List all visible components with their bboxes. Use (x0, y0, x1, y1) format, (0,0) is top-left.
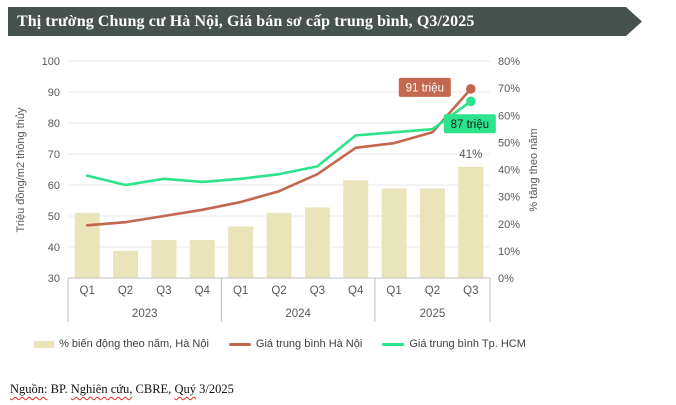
right-axis-title: % tăng theo năm (528, 128, 540, 211)
callout-label: 87 triệu (451, 119, 489, 131)
bar-q2 (419, 188, 445, 278)
chart-legend: % biến động theo năm, Hà Nội Giá trung b… (0, 334, 560, 354)
quarter-label: Q1 (386, 285, 401, 297)
right-axis-tick: 40% (498, 165, 520, 177)
bar-q2 (266, 212, 292, 278)
bar-q4 (189, 240, 215, 278)
left-axis-tick: 80 (48, 118, 60, 130)
left-axis-tick: 30 (48, 273, 60, 285)
quarter-label: Q2 (271, 285, 286, 297)
page-title: Thị trường Chung cư Hà Nội, Giá bán sơ c… (17, 12, 475, 30)
quarter-label: Q2 (118, 285, 133, 297)
right-axis-tick: 10% (498, 246, 520, 258)
year-label: 2025 (420, 308, 446, 320)
quarter-label: Q3 (463, 285, 478, 297)
bar-q3 (304, 207, 330, 278)
bar-q1 (381, 188, 407, 278)
source-note-segment: 3/2025 (195, 382, 234, 396)
legend-item-hanoi-price: Giá trung bình Hà Nội (228, 338, 363, 350)
source-note-segment: Quý (174, 382, 196, 396)
year-label: 2023 (132, 308, 158, 320)
legend-label: Giá trung bình Tp. HCM (409, 338, 526, 350)
right-axis-tick: 80% (498, 56, 520, 68)
left-axis-tick: 70 (48, 149, 60, 161)
line-swatch-icon (228, 342, 251, 346)
source-note: Nguồn: BP. Nghiên cứu, CBRE, Quý 3/2025 (10, 382, 234, 397)
hcm-price-line-end-marker (466, 96, 476, 107)
slide-title-banner: Thị trường Chung cư Hà Nội, Giá bán sơ c… (8, 7, 642, 36)
callout-label: 91 triệu (406, 82, 444, 94)
right-axis-tick: 60% (498, 110, 520, 122)
source-note-segment: CBRE, (132, 382, 175, 396)
hanoi-price-line (85, 87, 473, 227)
left-axis-tick: 60 (48, 180, 60, 192)
left-axis-title: Triệu đồng/m2 thông thủy (15, 107, 27, 232)
hanoi-price-callout (398, 77, 451, 97)
left-axis-tick: 40 (48, 242, 60, 254)
quarter-label: Q3 (310, 285, 325, 297)
quarter-label: Q1 (80, 285, 95, 297)
legend-label: Giá trung bình Hà Nội (255, 338, 363, 350)
right-axis-tick: 50% (498, 137, 520, 149)
legend-label: % biến động theo năm, Hà Nội (59, 338, 209, 350)
bar-swatch-icon (34, 340, 55, 348)
bar-q1 (228, 226, 254, 278)
quarter-label: Q3 (156, 285, 171, 297)
source-note-segment: Nguồn: (10, 382, 48, 396)
quarter-label: Q4 (195, 285, 211, 297)
quarter-label: Q1 (233, 285, 248, 297)
left-axis-tick: 90 (48, 87, 60, 99)
right-axis-tick: 0% (498, 273, 514, 285)
hanoi-price-line-end-marker (466, 84, 476, 94)
hcm-price-callout (443, 114, 496, 134)
quarter-label: Q4 (348, 285, 364, 297)
source-note-segment: Nghiên cứu, (70, 382, 133, 396)
source-note-segment: BP. (47, 382, 71, 396)
legend-item-hcm-price: Giá trung bình Tp. HCM (382, 338, 526, 350)
line-swatch-icon (382, 342, 405, 346)
quarter-label: Q2 (425, 285, 440, 297)
bar-value-label: 41% (459, 149, 482, 161)
bar-q1 (74, 212, 100, 278)
left-axis-tick: 100 (42, 56, 60, 68)
right-axis-tick: 30% (498, 192, 520, 204)
hcm-price-line (85, 100, 473, 187)
legend-item-yoy-change: % biến động theo năm, Hà Nội (34, 338, 209, 350)
left-axis-tick: 50 (48, 211, 60, 223)
bar-q4 (343, 180, 369, 278)
bar-q3 (151, 240, 177, 278)
year-label: 2024 (285, 308, 311, 320)
right-axis-tick: 70% (498, 83, 520, 95)
right-axis-tick: 20% (498, 219, 520, 231)
bar-q2 (113, 250, 139, 278)
bar-q3 (458, 166, 484, 278)
